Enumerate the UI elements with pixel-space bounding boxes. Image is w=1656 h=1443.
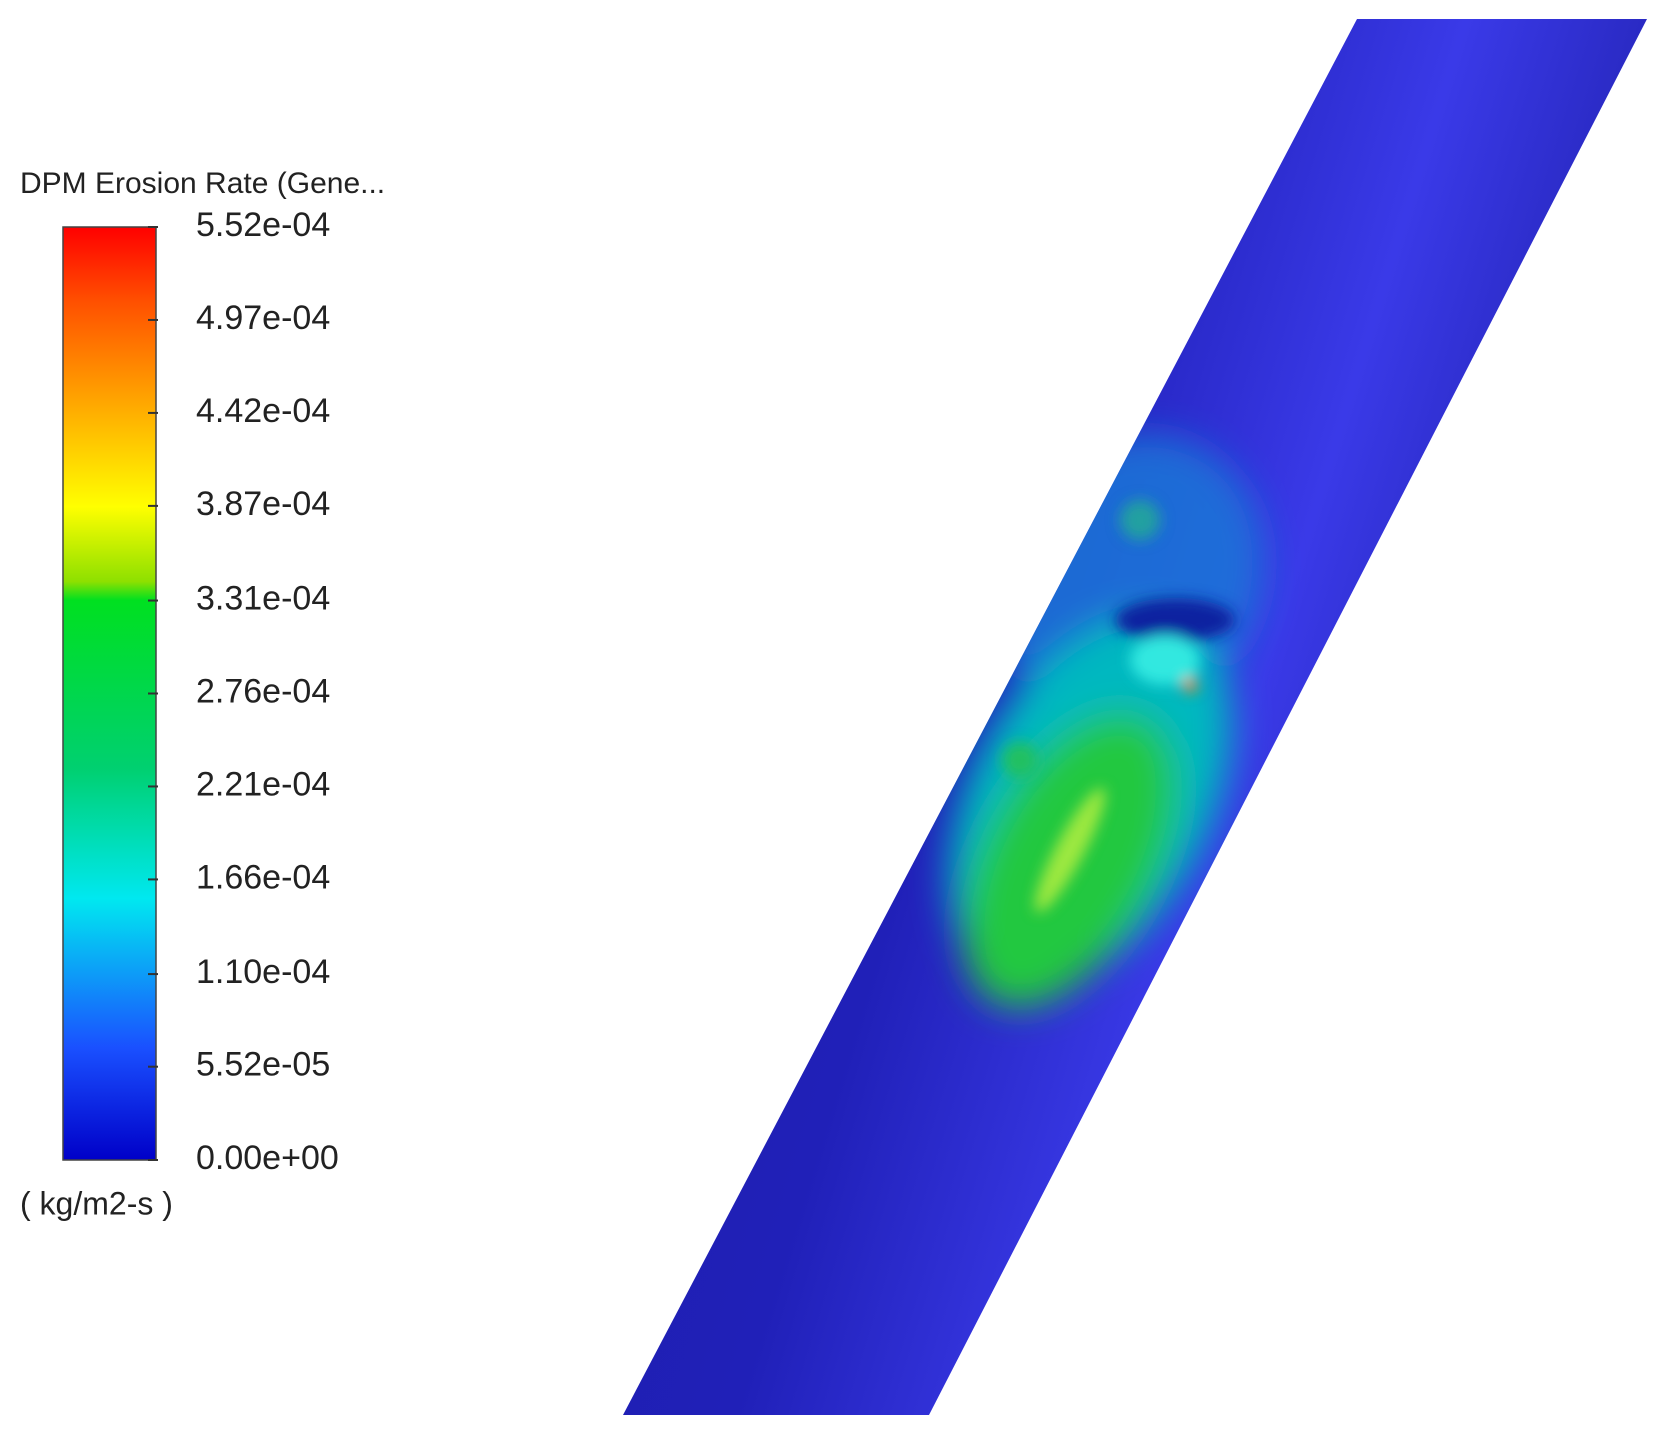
tick-label: 2.21e-04 [196, 765, 330, 803]
tick-label: 4.97e-04 [196, 299, 330, 337]
tick-label: 3.87e-04 [196, 485, 330, 523]
pipe [623, 19, 1647, 1415]
tick-label: 0.00e+00 [196, 1139, 339, 1177]
tick-label: 5.52e-04 [196, 206, 330, 244]
color-bar [62, 226, 157, 1161]
tick-label: 1.10e-04 [196, 953, 330, 991]
tick-label: 3.31e-04 [196, 580, 330, 618]
tick-label: 2.76e-04 [196, 672, 330, 710]
tick-label: 4.42e-04 [196, 392, 330, 430]
legend-unit: ( kg/m2-s ) [20, 1185, 173, 1221]
legend-title: DPM Erosion Rate (Gene... [20, 167, 385, 200]
tick-label: 1.66e-04 [196, 858, 330, 896]
tick-label: 5.52e-05 [196, 1046, 330, 1084]
